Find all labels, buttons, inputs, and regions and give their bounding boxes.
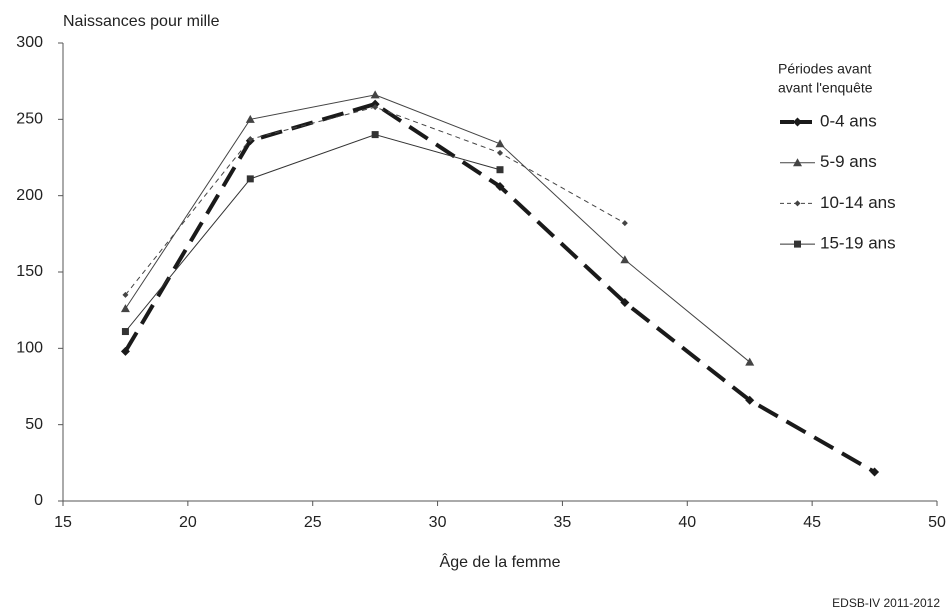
y-axis-title: Naissances pour mille: [63, 13, 220, 30]
x-tick-label: 20: [179, 514, 197, 531]
point: [495, 139, 505, 148]
legend-label: 10-14 ans: [820, 193, 896, 212]
series-line: [125, 94, 751, 363]
point: [620, 255, 630, 264]
legend-marker: [793, 117, 802, 127]
x-tick-label: 40: [678, 514, 696, 531]
legend-marker: [794, 240, 801, 248]
source-note: EDSB-IV 2011-2012: [832, 596, 940, 610]
point: [745, 357, 755, 366]
point: [372, 104, 379, 111]
point: [246, 175, 254, 183]
point: [121, 328, 129, 336]
point: [745, 395, 755, 405]
y-tick-label: 0: [34, 492, 43, 509]
x-axis-title: Âge de la femme: [440, 552, 561, 571]
point: [870, 467, 880, 477]
legend-marker: [793, 158, 802, 167]
point: [122, 291, 129, 298]
y-tick-label: 50: [25, 416, 43, 433]
legend-label: 0-4 ans: [820, 111, 877, 130]
point: [370, 99, 380, 109]
legend-title: avant l'enquête: [778, 80, 873, 96]
point: [497, 149, 503, 156]
point: [247, 136, 254, 143]
x-tick-label: 30: [429, 514, 447, 531]
y-tick-label: 250: [16, 111, 43, 128]
x-tick-label: 15: [54, 514, 72, 531]
y-tick-label: 200: [16, 187, 43, 204]
legend-title: Périodes avant: [778, 61, 872, 77]
point: [245, 114, 255, 123]
point: [120, 304, 130, 313]
point: [120, 346, 130, 356]
x-tick-label: 25: [304, 514, 322, 531]
legend-marker: [794, 200, 801, 207]
y-tick-label: 100: [16, 340, 43, 357]
x-tick-label: 35: [554, 514, 572, 531]
point: [620, 298, 630, 308]
y-tick-label: 150: [16, 263, 43, 280]
point: [495, 182, 505, 192]
legend-label: 5-9 ans: [820, 152, 877, 171]
point: [371, 131, 379, 139]
x-tick-label: 45: [803, 514, 821, 531]
x-tick-label: 50: [928, 514, 946, 531]
point: [621, 220, 628, 227]
series-line: [125, 134, 501, 332]
point: [370, 90, 380, 99]
point: [496, 166, 504, 174]
series-line: [123, 101, 876, 474]
y-tick-label: 300: [16, 34, 43, 51]
legend-label: 15-19 ans: [820, 234, 896, 253]
